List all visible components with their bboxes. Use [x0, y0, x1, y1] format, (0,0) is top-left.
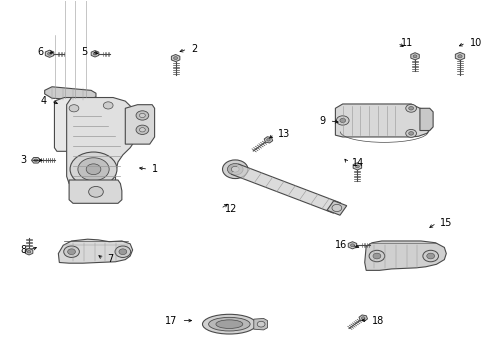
Polygon shape: [67, 98, 135, 184]
Text: 3: 3: [20, 155, 26, 165]
Polygon shape: [172, 54, 180, 62]
Circle shape: [336, 116, 349, 125]
Text: 13: 13: [278, 129, 291, 139]
Circle shape: [173, 57, 177, 59]
Polygon shape: [45, 50, 54, 57]
Circle shape: [140, 113, 146, 118]
Circle shape: [89, 186, 103, 197]
Circle shape: [93, 53, 97, 55]
Text: 4: 4: [41, 96, 47, 106]
Circle shape: [409, 107, 414, 110]
Circle shape: [227, 163, 243, 175]
Polygon shape: [335, 104, 432, 137]
Circle shape: [373, 253, 381, 259]
Text: 5: 5: [81, 46, 88, 57]
Polygon shape: [31, 157, 40, 163]
Circle shape: [231, 166, 239, 172]
Ellipse shape: [216, 320, 243, 328]
Text: 18: 18: [372, 316, 384, 325]
Circle shape: [48, 52, 51, 55]
Circle shape: [119, 249, 127, 255]
Polygon shape: [353, 163, 362, 170]
Circle shape: [355, 165, 359, 168]
Polygon shape: [411, 53, 419, 60]
Polygon shape: [327, 201, 347, 215]
Circle shape: [340, 118, 345, 122]
Text: 1: 1: [152, 164, 158, 174]
Circle shape: [257, 321, 265, 327]
Circle shape: [222, 160, 248, 179]
Circle shape: [64, 246, 79, 257]
Circle shape: [78, 158, 109, 181]
Circle shape: [136, 125, 149, 134]
Text: 8: 8: [20, 245, 26, 255]
Circle shape: [423, 250, 439, 262]
Polygon shape: [25, 248, 33, 255]
Circle shape: [369, 250, 385, 262]
Circle shape: [267, 139, 270, 141]
Polygon shape: [420, 108, 433, 131]
Polygon shape: [359, 315, 368, 321]
Polygon shape: [125, 105, 155, 144]
Text: 14: 14: [351, 158, 364, 168]
Ellipse shape: [209, 318, 250, 331]
Text: 15: 15: [441, 218, 453, 228]
Text: 17: 17: [165, 316, 177, 325]
Polygon shape: [45, 87, 96, 100]
Circle shape: [458, 55, 462, 58]
Circle shape: [136, 111, 149, 120]
Circle shape: [406, 130, 416, 137]
Circle shape: [413, 55, 417, 58]
Polygon shape: [58, 239, 133, 263]
Polygon shape: [69, 180, 122, 203]
Circle shape: [115, 246, 131, 257]
Text: 2: 2: [191, 44, 197, 54]
Circle shape: [34, 159, 38, 162]
Text: 6: 6: [38, 46, 44, 57]
Text: 9: 9: [319, 116, 326, 126]
Polygon shape: [455, 52, 465, 60]
Circle shape: [350, 244, 354, 247]
Polygon shape: [264, 137, 273, 143]
Circle shape: [69, 105, 79, 112]
Polygon shape: [232, 164, 341, 213]
Circle shape: [140, 128, 146, 132]
Polygon shape: [365, 241, 446, 270]
Circle shape: [68, 249, 75, 255]
Circle shape: [409, 132, 414, 135]
Circle shape: [406, 104, 416, 112]
Circle shape: [362, 317, 365, 319]
Polygon shape: [54, 98, 79, 151]
Text: 11: 11: [401, 38, 414, 48]
Circle shape: [86, 164, 101, 175]
Polygon shape: [348, 242, 357, 249]
Polygon shape: [91, 50, 99, 57]
Circle shape: [27, 251, 31, 253]
Polygon shape: [254, 319, 268, 330]
Circle shape: [332, 204, 342, 212]
Circle shape: [103, 102, 113, 109]
Text: 12: 12: [224, 204, 237, 214]
Circle shape: [427, 253, 435, 259]
Text: 10: 10: [470, 38, 482, 48]
Circle shape: [70, 152, 117, 186]
Text: 7: 7: [107, 254, 114, 264]
Text: 16: 16: [335, 240, 347, 250]
Ellipse shape: [202, 314, 256, 334]
